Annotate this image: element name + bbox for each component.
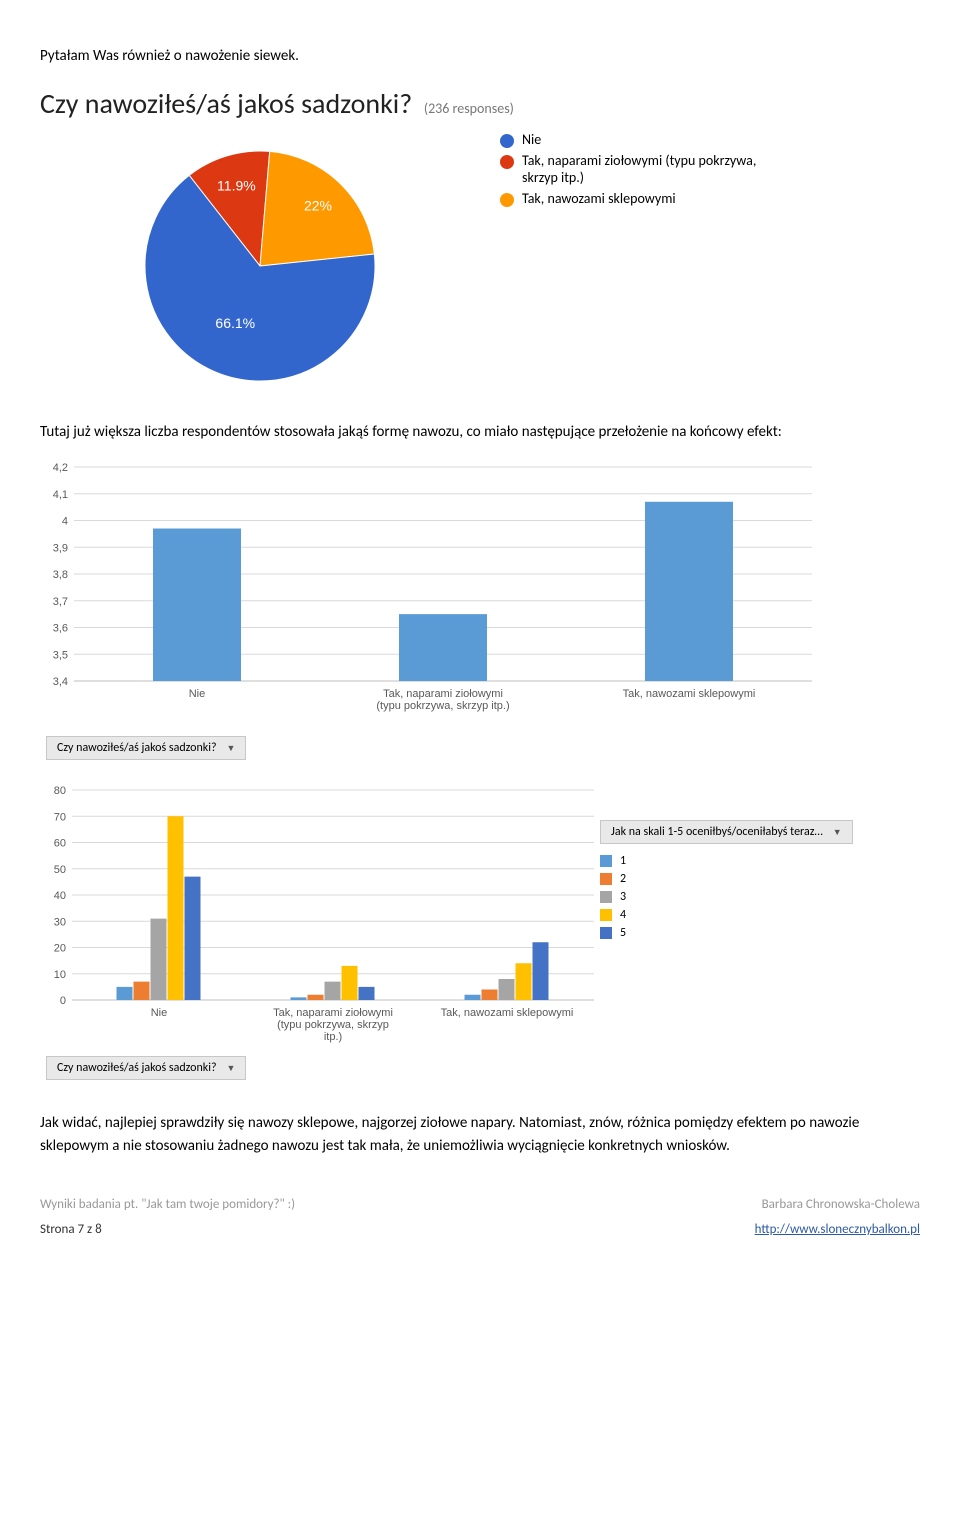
footer-left: Wyniki badania pt. "Jak tam twoje pomido… [40,1197,295,1212]
svg-text:4: 4 [62,516,68,528]
pie-chart: 11.9% 22% 66.1% Nie Tak, naparami ziołowymi… [40,131,920,391]
legend-item: Tak, naparami ziołowymi (typu pokrzywa, … [500,152,782,186]
pie-chart-title: Czy nawoziłeś/aś jakoś sadzonki? [40,86,412,121]
svg-text:40: 40 [54,890,66,902]
grouped-legend-selector-label: Jak na skali 1-5 oceniłbyś/oceniłabyś te… [611,825,823,839]
legend-dot-icon [500,155,514,169]
svg-text:30: 30 [54,916,66,928]
legend-dot-icon [500,134,514,148]
legend-label: 4 [620,908,626,922]
grouped-chart-selector-label: Czy nawoziłeś/aś jakoś sadzonki? [57,1061,217,1075]
svg-text:3,6: 3,6 [53,623,68,635]
footer-right: Barbara Chronowska-Cholewa [762,1197,920,1212]
legend-label: Nie [522,131,541,148]
legend-item: 4 [600,908,853,922]
svg-text:11.9%: 11.9% [217,177,256,193]
conclusion-paragraph: Jak widać, najlepiej sprawdziły się nawo… [40,1112,920,1157]
svg-text:20: 20 [54,943,66,955]
grouped-chart-selector[interactable]: Czy nawoziłeś/aś jakoś sadzonki? ▼ [46,1056,246,1080]
page-footer-1: Wyniki badania pt. "Jak tam twoje pomido… [40,1197,920,1212]
svg-text:Nie: Nie [151,1007,168,1019]
svg-text:70: 70 [54,811,66,823]
legend-label: 3 [620,890,626,904]
svg-text:Nie: Nie [189,688,206,700]
legend-item: Nie [500,131,782,148]
bar-chart: 3,4 3,5 3,6 3,7 3,8 3,9 4 4,1 4,2 Nie Tak, naparam… [40,461,920,726]
svg-text:22%: 22% [304,197,332,213]
grouped-bar-chart: 0 10 20 30 40 50 60 70 80 Nie Tak, naparami ziołow… [40,780,920,1050]
svg-text:80: 80 [54,785,66,797]
grouped-legend-selector[interactable]: Jak na skali 1-5 oceniłbyś/oceniłabyś te… [600,820,853,844]
legend-item: 2 [600,872,853,886]
legend-item: 5 [600,926,853,940]
legend-square-icon [600,891,612,903]
chevron-down-icon: ▼ [227,1063,236,1074]
legend-square-icon [600,855,612,867]
svg-text:10: 10 [54,969,66,981]
pie-chart-responses: (236 responses) [424,100,514,117]
bar-svg: 3,4 3,5 3,6 3,7 3,8 3,9 4 4,1 4,2 Nie Tak, naparam… [40,461,820,721]
legend-square-icon [600,909,612,921]
bar-chart-selector[interactable]: Czy nawoziłeś/aś jakoś sadzonki? ▼ [46,736,246,760]
pie-legend: Nie Tak, naparami ziołowymi (typu pokrzyw… [500,131,782,211]
mid-paragraph: Tutaj już większa liczba respondentów st… [40,421,920,444]
svg-text:3,8: 3,8 [53,569,68,581]
legend-label: Tak, nawozami sklepowymi [522,190,676,207]
bar-chart-selector-label: Czy nawoziłeś/aś jakoś sadzonki? [57,741,217,755]
svg-text:60: 60 [54,838,66,850]
intro-paragraph: Pytałam Was również o nawożenie siewek. [40,45,920,68]
svg-text:4,2: 4,2 [53,462,68,474]
svg-text:Tak, naparami ziołowymi: Tak, naparami ziołowymi [383,688,503,700]
svg-text:3,4: 3,4 [53,676,68,688]
grouped-legend-panel: Jak na skali 1-5 oceniłbyś/oceniłabyś te… [600,820,853,1050]
svg-text:3,5: 3,5 [53,649,68,661]
grouped-series-legend: 1 2 3 4 5 [600,854,853,940]
pie-svg: 11.9% 22% 66.1% [40,131,460,391]
svg-text:66.1%: 66.1% [215,314,255,330]
svg-text:3,9: 3,9 [53,542,68,554]
legend-item: Tak, nawozami sklepowymi [500,190,782,207]
svg-text:Tak, nawozami sklepowymi: Tak, nawozami sklepowymi [441,1007,574,1019]
grouped-svg: 0 10 20 30 40 50 60 70 80 Nie Tak, naparami ziołow… [40,780,600,1050]
legend-dot-icon [500,193,514,207]
svg-text:(typu pokrzywa, skrzyp itp.): (typu pokrzywa, skrzyp itp.) [376,700,509,712]
chevron-down-icon: ▼ [227,743,236,754]
svg-text:Tak, naparami ziołowymi: Tak, naparami ziołowymi [273,1007,393,1019]
svg-text:itp.): itp.) [324,1031,342,1043]
legend-label: 5 [620,926,626,940]
legend-label: 1 [620,854,626,868]
legend-square-icon [600,927,612,939]
legend-label: Tak, naparami ziołowymi (typu pokrzywa, … [522,152,782,186]
svg-text:50: 50 [54,864,66,876]
page-footer-2: Strona 7 z 8 http://www.slonecznybalkon.… [40,1222,920,1237]
legend-item: 3 [600,890,853,904]
legend-square-icon [600,873,612,885]
footer-page: Strona 7 z 8 [40,1222,102,1237]
svg-text:3,7: 3,7 [53,596,68,608]
svg-text:4,1: 4,1 [53,489,68,501]
pie-chart-header: Czy nawoziłeś/aś jakoś sadzonki? (236 re… [40,86,920,121]
legend-item: 1 [600,854,853,868]
svg-text:0: 0 [60,995,66,1007]
chevron-down-icon: ▼ [833,827,842,838]
svg-text:Tak, nawozami sklepowymi: Tak, nawozami sklepowymi [623,688,756,700]
svg-text:(typu pokrzywa, skrzyp: (typu pokrzywa, skrzyp [277,1019,389,1031]
footer-link[interactable]: http://www.slonecznybalkon.pl [755,1222,920,1237]
legend-label: 2 [620,872,626,886]
